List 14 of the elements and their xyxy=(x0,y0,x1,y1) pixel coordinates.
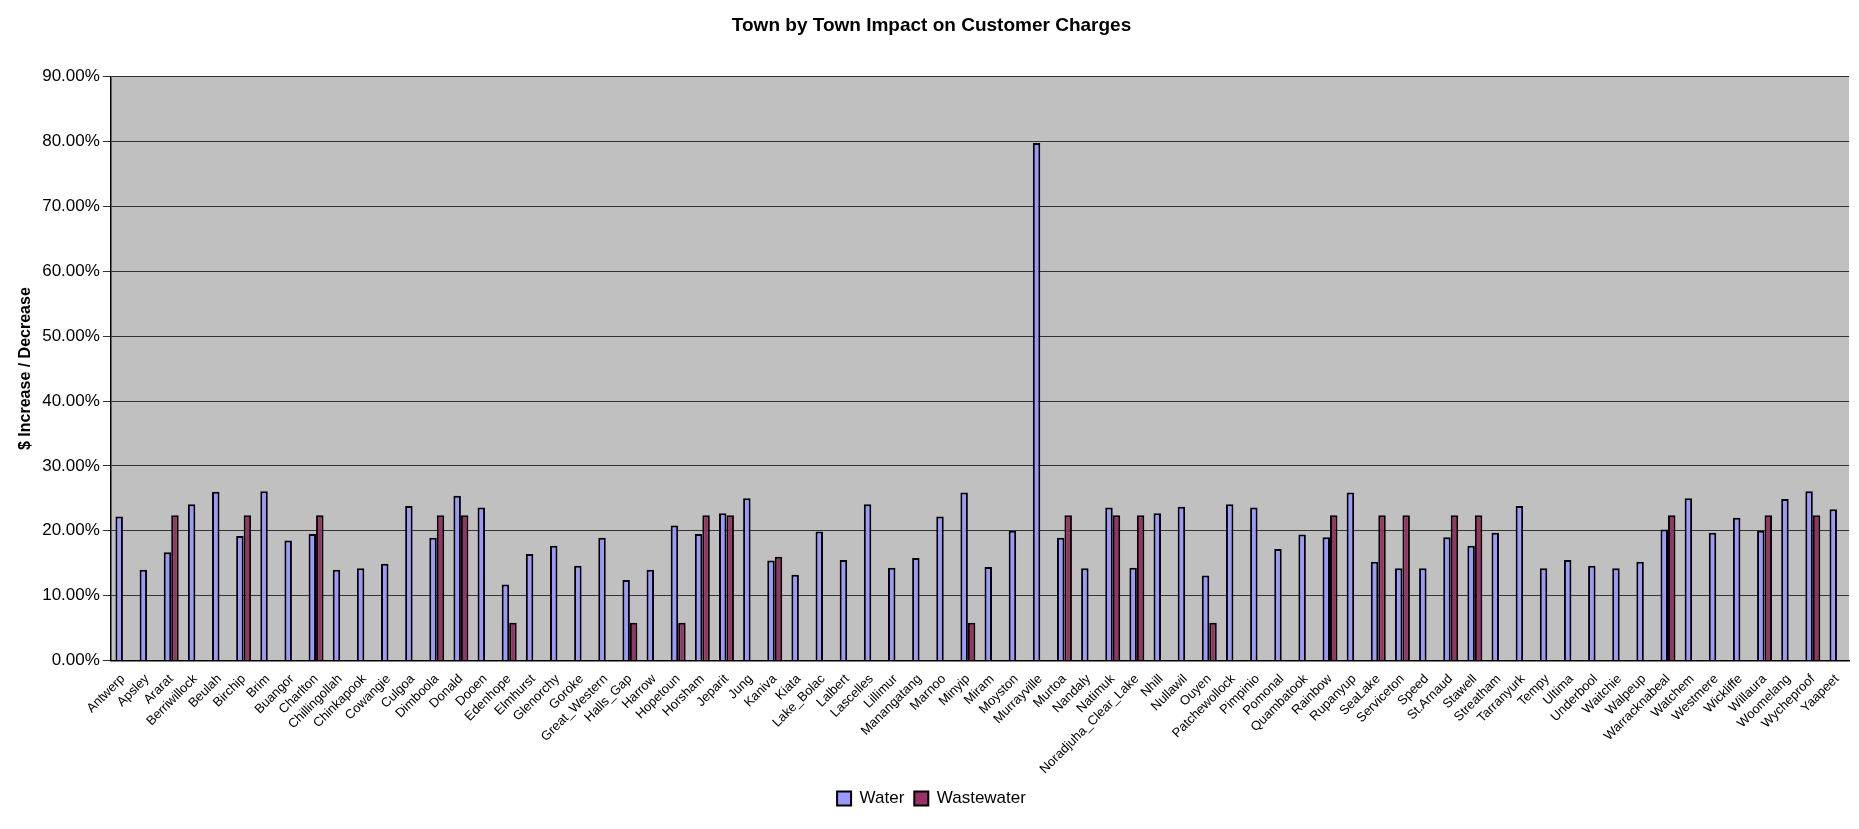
y-tick-label: 30.00% xyxy=(42,455,100,475)
y-axis-title: $ Increase / Decrease xyxy=(16,287,34,451)
y-tick-label: 40.00% xyxy=(42,390,100,410)
legend-label: Water xyxy=(859,788,905,808)
y-tick-label: 80.00% xyxy=(42,131,100,151)
y-tick-label: 50.00% xyxy=(42,325,100,345)
y-tick-label: 70.00% xyxy=(42,196,100,216)
y-tick-label: 20.00% xyxy=(42,520,100,540)
y-tick-label: 90.00% xyxy=(42,66,100,86)
y-tick-label: 10.00% xyxy=(42,585,100,605)
legend-label: Wastewater xyxy=(936,788,1027,808)
y-tick-label: 0.00% xyxy=(51,650,100,670)
y-tick-label: 60.00% xyxy=(42,261,100,281)
chart-title: Town by Town Impact on Customer Charges xyxy=(731,13,1132,35)
